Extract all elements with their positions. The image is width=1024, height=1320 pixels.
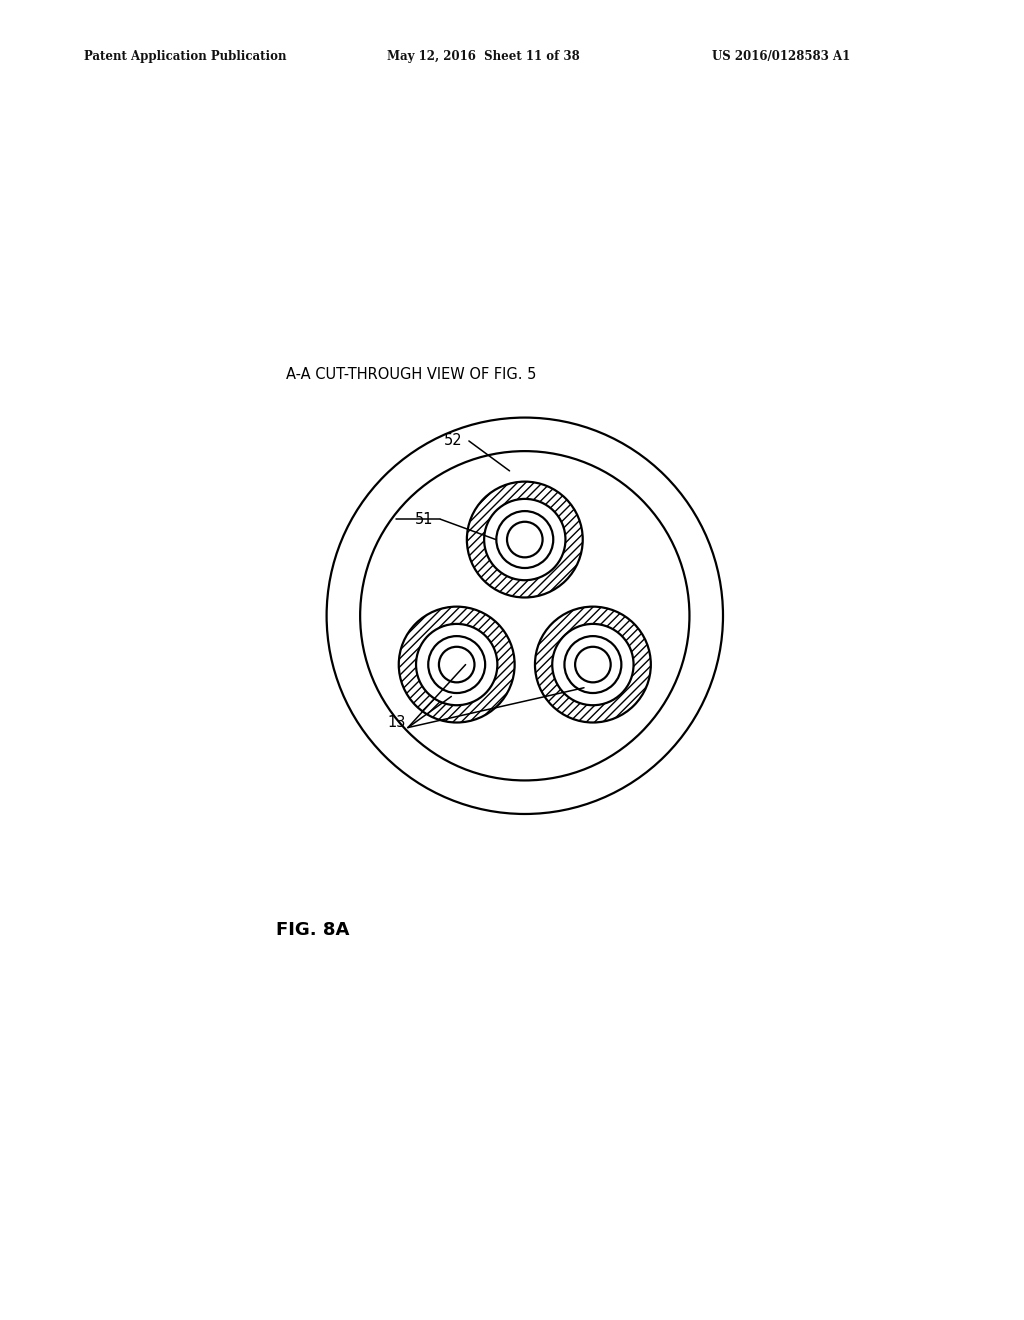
Circle shape xyxy=(428,636,485,693)
Text: A-A CUT-THROUGH VIEW OF FIG. 5: A-A CUT-THROUGH VIEW OF FIG. 5 xyxy=(286,367,537,381)
Text: 51: 51 xyxy=(415,512,433,527)
Circle shape xyxy=(416,624,498,705)
Circle shape xyxy=(497,511,553,568)
Text: US 2016/0128583 A1: US 2016/0128583 A1 xyxy=(712,50,850,63)
Text: FIG. 8A: FIG. 8A xyxy=(275,921,349,939)
Text: May 12, 2016  Sheet 11 of 38: May 12, 2016 Sheet 11 of 38 xyxy=(387,50,580,63)
Circle shape xyxy=(552,624,634,705)
Circle shape xyxy=(564,636,622,693)
Text: Patent Application Publication: Patent Application Publication xyxy=(84,50,287,63)
Text: 13: 13 xyxy=(388,715,406,730)
Circle shape xyxy=(398,607,515,722)
Circle shape xyxy=(575,647,610,682)
Circle shape xyxy=(535,607,651,722)
Circle shape xyxy=(507,521,543,557)
Circle shape xyxy=(439,647,474,682)
Text: 52: 52 xyxy=(443,433,462,449)
Circle shape xyxy=(467,482,583,598)
Circle shape xyxy=(484,499,565,581)
